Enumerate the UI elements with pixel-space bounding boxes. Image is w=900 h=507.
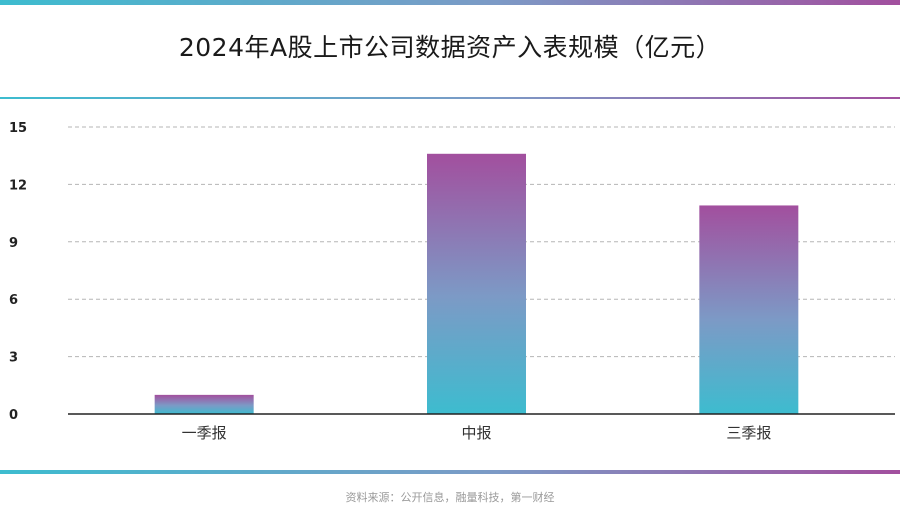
x-tick-label: 中报 (461, 424, 491, 442)
y-tick-label: 12 (9, 178, 27, 193)
y-tick-labels: 0 3 6 9 12 15 (9, 121, 27, 423)
x-tick-labels: 一季报 中报 三季报 (182, 424, 772, 442)
bar-1 (154, 394, 254, 414)
chart-title: 2024年A股上市公司数据资产入表规模（亿元） (178, 33, 722, 62)
y-tick-label: 15 (9, 121, 27, 136)
y-tick-label: 3 (9, 351, 18, 366)
x-tick-label: 一季报 (182, 424, 227, 442)
y-tick-label: 9 (9, 236, 18, 251)
bar-chart: 0 3 6 9 12 15 一季报 中报 三季报 (9, 121, 895, 442)
bar-2 (427, 153, 526, 414)
y-tick-label: 6 (9, 293, 18, 308)
top-accent-bar (0, 0, 900, 5)
footer-divider (0, 470, 900, 474)
bars (154, 153, 799, 414)
bar-3 (699, 205, 799, 414)
source-note: 资料来源：公开信息，融量科技，第一财经 (345, 491, 555, 504)
title-divider (0, 97, 900, 99)
y-tick-label: 0 (9, 408, 18, 423)
x-tick-label: 三季报 (726, 424, 771, 442)
